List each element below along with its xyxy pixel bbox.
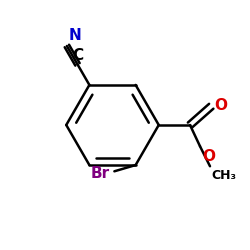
Text: C: C	[72, 48, 83, 63]
Text: N: N	[68, 28, 81, 44]
Text: O: O	[214, 98, 227, 112]
Text: CH₃: CH₃	[211, 169, 236, 182]
Text: O: O	[202, 149, 215, 164]
Text: Br: Br	[90, 166, 110, 181]
